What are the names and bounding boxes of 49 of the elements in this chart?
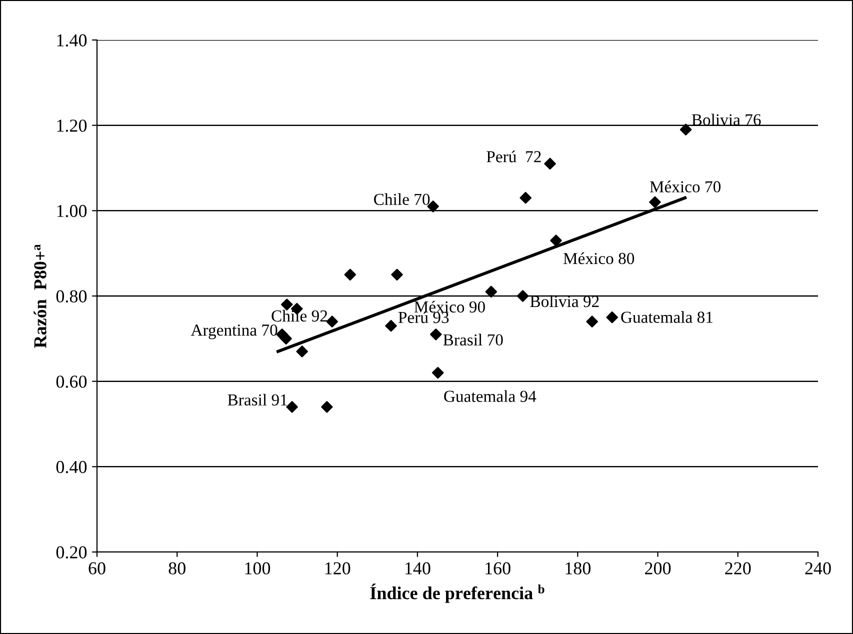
point (680, 124, 692, 136)
y-tick-label: 0.20 (56, 546, 87, 559)
y-tick-label: 1.20 (57, 120, 87, 132)
y-axis-title: Razón P80+$^{a}$ (34, 244, 46, 348)
annotation: México 70 (650, 180, 721, 192)
annotation: Brasil 70 (443, 334, 503, 346)
x-tick-label: 180 (566, 562, 591, 574)
point (296, 346, 308, 358)
point (280, 298, 293, 310)
y-tick-label: 0.80 (56, 290, 87, 303)
x-tick-label: 140 (405, 562, 430, 574)
point (649, 196, 661, 208)
annotation: Chile 70 (374, 193, 430, 206)
point (391, 268, 403, 281)
point (326, 316, 338, 328)
annotation: México 90 (414, 300, 485, 313)
point (385, 320, 397, 332)
x-tick-label: 160 (486, 562, 510, 574)
x-tick-label: 100 (245, 562, 270, 574)
x-tick-label: 220 (725, 562, 751, 574)
x-tick-label: 60 (88, 562, 106, 574)
annotation: México 80 (563, 252, 634, 264)
point (430, 328, 442, 340)
point (344, 268, 356, 281)
x-tick-label: 240 (805, 562, 831, 574)
point (550, 234, 562, 246)
point (520, 192, 532, 204)
y-tick-label: 0.40 (56, 460, 87, 474)
annotation: Perú 72 (486, 150, 541, 162)
y-tick-label: 1.40 (57, 34, 87, 47)
annotation: Guatemala 94 (444, 390, 536, 402)
point (485, 286, 498, 298)
point (280, 332, 292, 345)
x-tick-label: 80 (168, 562, 186, 574)
y-tick-label: 0.60 (56, 376, 87, 388)
point (544, 158, 556, 170)
point (606, 311, 618, 324)
x-axis-title: Índice de preferencia $^{b}$ (370, 584, 544, 603)
annotation: Guatemala 81 (621, 311, 712, 323)
x-tick-label: 200 (645, 562, 671, 574)
annotation: Argentina 70 (190, 324, 278, 340)
y-tick-label: 1.00 (57, 204, 87, 218)
point (516, 290, 529, 302)
annotation: Brasil 91 (228, 394, 287, 406)
x-tick-label: 120 (325, 562, 350, 574)
point (432, 366, 444, 379)
point (586, 316, 598, 328)
point (321, 401, 333, 413)
point (286, 401, 298, 413)
